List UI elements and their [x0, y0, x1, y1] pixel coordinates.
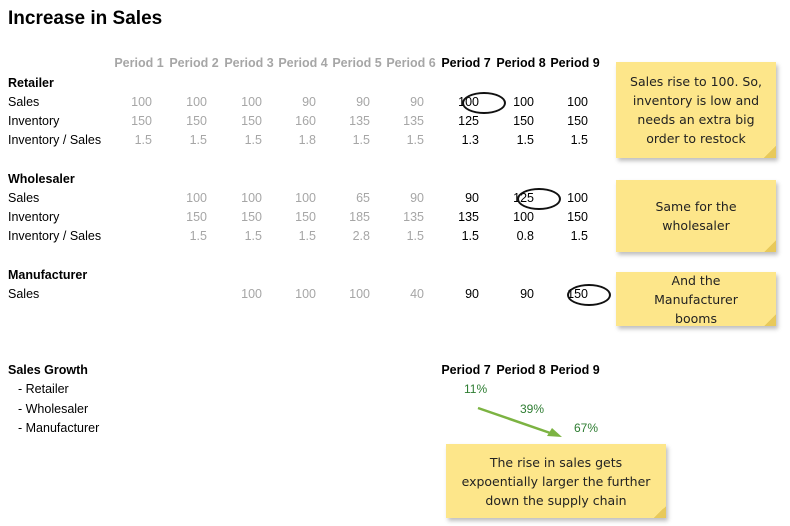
- growth-period-header: Period 9: [550, 363, 600, 377]
- table-cell: 65: [356, 191, 370, 205]
- growth-value-manufacturer: 67%: [574, 421, 599, 435]
- table-cell: 1.5: [406, 133, 424, 147]
- table-cell: 1.5: [570, 229, 588, 243]
- row-label: Inventory / Sales: [8, 229, 102, 243]
- table-cell: 90: [410, 191, 424, 205]
- row-label: Sales: [8, 287, 40, 301]
- row-label: Sales: [8, 95, 40, 109]
- sticky-note-manufacturer: And the Manufacturer booms: [616, 272, 776, 326]
- sticky-note-growth: The rise in sales gets expoentially larg…: [446, 444, 666, 518]
- table-cell: 90: [465, 287, 479, 301]
- table-cell: 150: [513, 114, 534, 128]
- table-cell: 2.8: [352, 229, 370, 243]
- table-cell: 150: [186, 210, 207, 224]
- period-header: Period 8: [496, 56, 546, 70]
- period-header: Period 9: [550, 56, 600, 70]
- period-header: Period 6: [386, 56, 436, 70]
- note-text: Same for the wholesaler: [655, 199, 737, 233]
- period-header: Period 3: [224, 56, 274, 70]
- sticky-note-wholesaler: Same for the wholesaler: [616, 180, 776, 252]
- table-cell: 1.5: [244, 133, 262, 147]
- table-cell: 1.5: [461, 229, 479, 243]
- table-cell: 185: [349, 210, 370, 224]
- table-cell: 125: [458, 114, 479, 128]
- page-title: Increase in Sales: [8, 8, 163, 29]
- wholesaler-heading: Wholesaler: [8, 172, 75, 186]
- table-cell: 1.5: [189, 229, 207, 243]
- table-cell: 100: [241, 191, 262, 205]
- sticky-note-retailer: Sales rise to 100. So, inventory is low …: [616, 62, 776, 158]
- table-cell: 135: [403, 114, 424, 128]
- table-cell: 1.5: [516, 133, 534, 147]
- table-cell: 160: [295, 114, 316, 128]
- manufacturer-heading: Manufacturer: [8, 268, 88, 282]
- table-cell: 100: [513, 95, 534, 109]
- table-cell: 100: [567, 95, 588, 109]
- note-text: Sales rise to 100. So, inventory is low …: [630, 74, 762, 146]
- table-cell: 135: [349, 114, 370, 128]
- growth-label: - Wholesaler: [18, 402, 89, 416]
- growth-label: - Manufacturer: [18, 421, 100, 435]
- table-cell: 100: [186, 191, 207, 205]
- table-cell: 1.5: [406, 229, 424, 243]
- period-header: Period 5: [332, 56, 382, 70]
- row-label: Inventory: [8, 114, 60, 128]
- row-label: Sales: [8, 191, 40, 205]
- table-cell: 150: [567, 114, 588, 128]
- table-cell: 100: [513, 210, 534, 224]
- row-label: Inventory / Sales: [8, 133, 102, 147]
- period-header: Period 2: [169, 56, 219, 70]
- period-header: Period 1: [114, 56, 164, 70]
- table-cell: 100: [349, 287, 370, 301]
- table-cell: 90: [465, 191, 479, 205]
- table-cell: 135: [403, 210, 424, 224]
- table-cell: 100: [131, 95, 152, 109]
- table-cell: 100: [295, 191, 316, 205]
- note-text: The rise in sales gets expoentially larg…: [461, 454, 651, 508]
- table-cell: 1.5: [134, 133, 152, 147]
- table-cell: 90: [520, 287, 534, 301]
- growth-period-header: Period 8: [496, 363, 546, 377]
- table-cell: 1.3: [461, 133, 479, 147]
- table-cell: 100: [241, 287, 262, 301]
- period-header: Period 4: [278, 56, 328, 70]
- growth-value-wholesaler: 39%: [520, 402, 545, 416]
- table-cell: 40: [410, 287, 424, 301]
- table-cell: 135: [458, 210, 479, 224]
- table-cell: 150: [567, 210, 588, 224]
- table-cell: 100: [241, 95, 262, 109]
- table-cell: 100: [567, 191, 588, 205]
- row-label: Inventory: [8, 210, 60, 224]
- growth-value-retailer: 11%: [464, 382, 488, 396]
- note-text: And the Manufacturer booms: [654, 272, 738, 326]
- growth-period-header: Period 7: [441, 363, 491, 377]
- growth-heading: Sales Growth: [8, 363, 88, 377]
- table-cell: 100: [295, 287, 316, 301]
- table-cell: 1.5: [570, 133, 588, 147]
- highlight-circle: [462, 92, 506, 114]
- table-cell: 150: [241, 210, 262, 224]
- period-header: Period 7: [441, 56, 491, 70]
- table-cell: 90: [302, 95, 316, 109]
- table-cell: 150: [131, 114, 152, 128]
- table-cell: 150: [241, 114, 262, 128]
- table-cell: 1.8: [298, 133, 316, 147]
- table-cell: 90: [410, 95, 424, 109]
- table-cell: 0.8: [516, 229, 534, 243]
- table-cell: 1.5: [352, 133, 370, 147]
- table-cell: 1.5: [298, 229, 316, 243]
- highlight-circle: [567, 284, 611, 306]
- table-cell: 1.5: [189, 133, 207, 147]
- highlight-circle: [517, 188, 561, 210]
- table-cell: 1.5: [244, 229, 262, 243]
- table-cell: 90: [356, 95, 370, 109]
- table-cell: 100: [186, 95, 207, 109]
- retailer-heading: Retailer: [8, 76, 54, 90]
- growth-label: - Retailer: [18, 382, 69, 396]
- table-cell: 150: [186, 114, 207, 128]
- table-cell: 150: [295, 210, 316, 224]
